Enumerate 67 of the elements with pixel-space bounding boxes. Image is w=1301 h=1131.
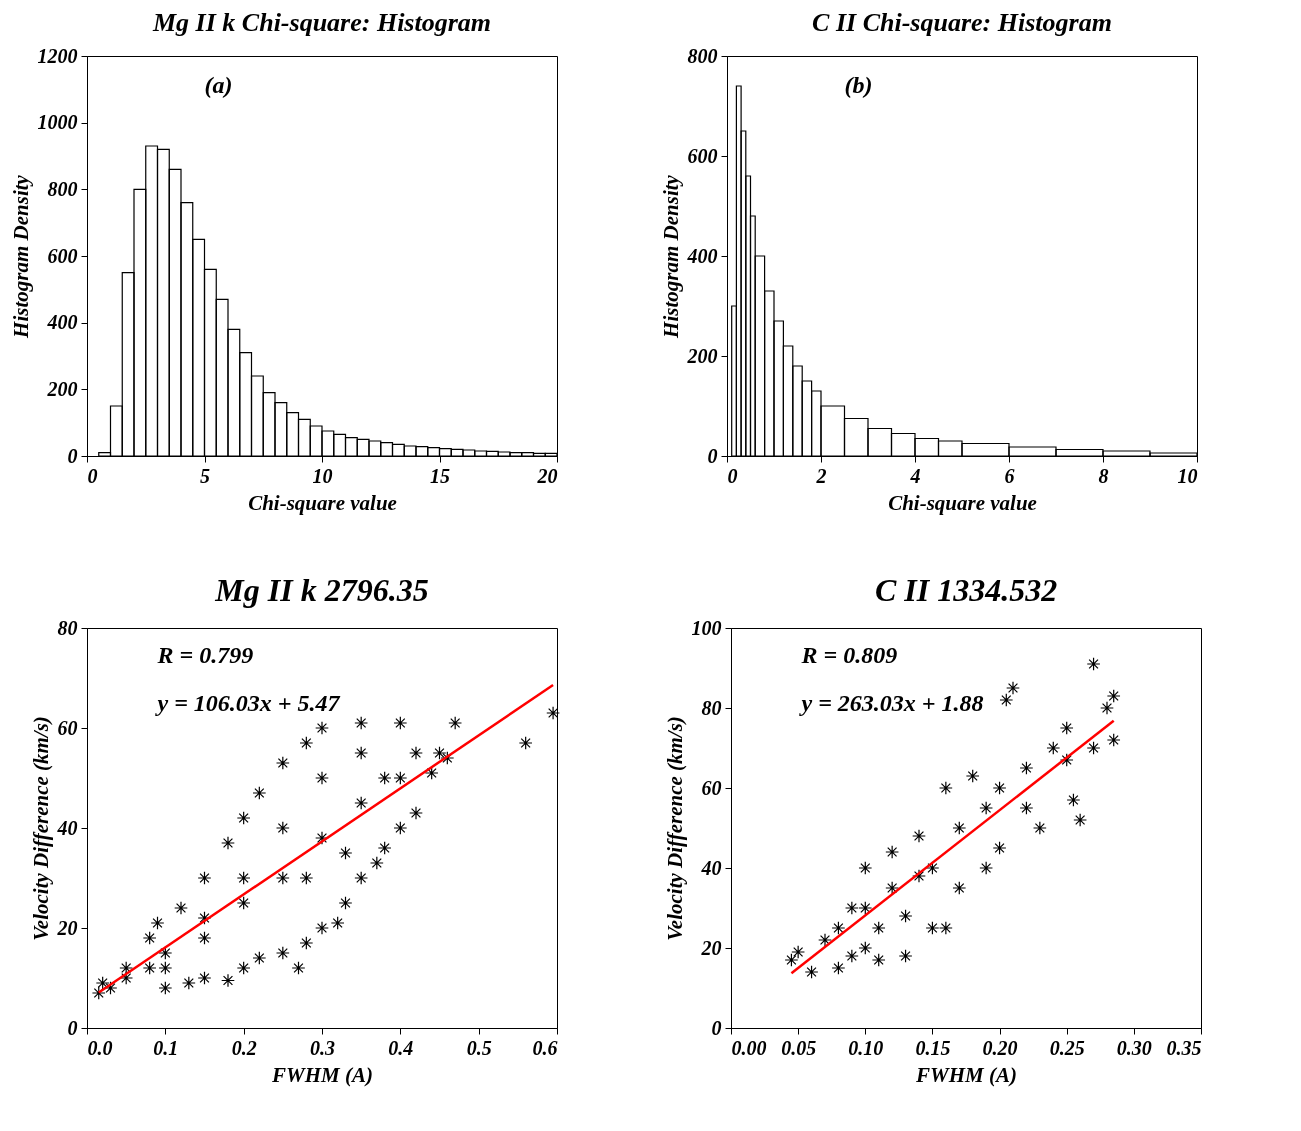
x-tick-label: 0.2 [231,1036,257,1059]
chart-title: C II Chi-square: Histogram [812,8,1112,37]
x-tick-label: 0.05 [781,1036,817,1059]
x-tick-label: 0.4 [388,1036,414,1059]
y-tick-label: 20 [56,916,78,939]
x-tick-label: 10 [1177,464,1198,487]
x-tick-label: 5 [200,464,210,487]
x-tick-label: 0.00 [731,1036,767,1059]
x-tick-label: 8 [1098,464,1109,487]
x-tick-label: 0.10 [848,1036,884,1059]
annotation: y = 263.03x + 1.88 [798,690,984,716]
x-tick-label: 6 [1004,464,1015,487]
y-axis-title: Velocity Difference (km/s) [28,716,53,941]
x-tick-label: 0.5 [466,1036,492,1059]
y-axis-title: Velocity Difference (km/s) [662,716,687,941]
x-tick-label: 2 [815,464,827,487]
chart-title: C II 1334.532 [874,572,1058,608]
y-tick-label: 200 [46,377,78,400]
y-tick-label: 800 [47,177,78,200]
y-tick-label: 80 [57,616,78,639]
x-tick-label: 0.6 [532,1036,558,1059]
y-tick-label: 600 [47,244,78,267]
x-axis-title: FWHM (A) [271,1062,373,1087]
y-tick-label: 0 [711,1016,722,1039]
y-tick-label: 40 [56,816,78,839]
annotation: y = 106.03x + 5.47 [154,690,341,716]
x-axis-title: Chi-square value [888,490,1037,515]
x-tick-label: 0.25 [1049,1036,1085,1059]
y-tick-label: 600 [687,144,718,167]
x-tick-label: 15 [430,464,450,487]
y-tick-label: 800 [687,44,718,67]
y-tick-label: 60 [701,776,722,799]
y-tick-label: 20 [700,936,722,959]
y-tick-label: 100 [691,616,722,639]
x-tick-label: 4 [909,464,921,487]
x-axis-title: FWHM (A) [915,1062,1017,1087]
x-tick-label: 10 [312,464,333,487]
y-tick-label: 60 [57,716,78,739]
x-axis-title: Chi-square value [248,490,397,515]
x-tick-label: 0.30 [1116,1036,1152,1059]
x-tick-label: 0.1 [153,1036,179,1059]
x-tick-label: 0.3 [310,1036,335,1059]
y-tick-label: 0 [67,1016,78,1039]
y-tick-label: 400 [686,244,718,267]
annotation: (a) [204,72,233,98]
y-tick-label: 0 [67,444,78,467]
y-tick-label: 0 [707,444,718,467]
x-tick-label: 0 [727,464,738,487]
y-axis-title: Histogram Density [658,174,683,339]
annotation: (b) [844,72,873,98]
chart-title: Mg II k Chi-square: Histogram [151,8,492,37]
annotation: R = 0.799 [156,642,254,668]
x-tick-label: 0 [87,464,98,487]
x-tick-label: 20 [536,464,558,487]
y-tick-label: 400 [46,311,78,334]
x-tick-label: 0.35 [1166,1036,1202,1059]
y-tick-label: 80 [701,696,722,719]
chart-title: Mg II k 2796.35 [214,572,429,608]
y-axis-title: Histogram Density [8,174,33,339]
annotation: R = 0.809 [800,642,898,668]
x-tick-label: 0.20 [982,1036,1018,1059]
y-tick-label: 40 [700,856,722,879]
y-tick-label: 1000 [37,111,78,134]
x-tick-label: 0.0 [87,1036,113,1059]
y-tick-label: 200 [686,344,718,367]
x-tick-label: 0.15 [915,1036,951,1059]
y-tick-label: 1200 [37,44,78,67]
